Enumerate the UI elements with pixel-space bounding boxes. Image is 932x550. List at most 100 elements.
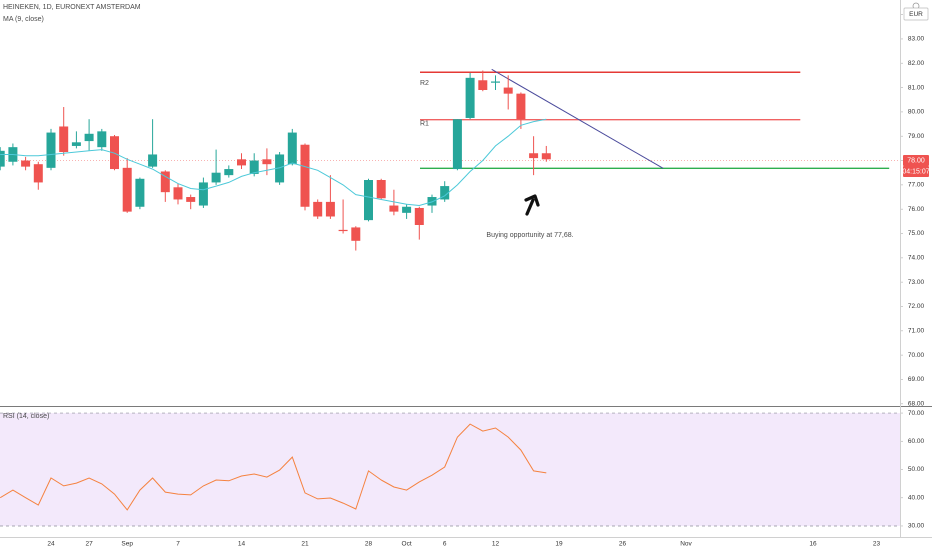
y-tick-label: 69.00	[908, 376, 925, 383]
x-tick-label: 6	[443, 541, 447, 548]
rsi-y-tick-label: 70.00	[908, 410, 925, 417]
candle-body	[262, 159, 272, 165]
candle-body	[173, 187, 183, 200]
y-tick-label: 76.00	[908, 206, 925, 213]
x-tick-label: 21	[301, 541, 309, 548]
rsi-band	[0, 413, 900, 526]
candle-body	[503, 87, 513, 94]
y-tick-label: 79.00	[908, 133, 925, 140]
candle-body	[186, 197, 196, 202]
candle-body	[46, 132, 56, 168]
candle-body	[414, 207, 424, 225]
candle-body	[160, 171, 170, 193]
y-tick-label: 75.00	[908, 230, 925, 237]
level-label: R1	[420, 121, 429, 128]
candle-body	[364, 180, 373, 221]
y-tick-label: 73.00	[908, 279, 925, 286]
candle-body	[300, 144, 310, 207]
ma-legend: MA (9, close)	[3, 16, 44, 23]
y-tick-label: 82.00	[908, 60, 925, 67]
arrow-head	[524, 194, 540, 207]
candle-body	[21, 160, 31, 167]
candle-body	[478, 80, 488, 90]
x-tick-label: 16	[809, 541, 817, 548]
y-tick-label: 71.00	[908, 328, 925, 335]
rsi-y-tick-label: 30.00	[908, 523, 925, 530]
candle-body	[211, 172, 221, 183]
candle-body	[275, 154, 285, 183]
rsi-legend: RSI (14, close)	[3, 413, 49, 420]
y-tick-label: 68.00	[908, 401, 925, 408]
candle-body	[541, 153, 551, 160]
x-tick-label: 26	[619, 541, 627, 548]
y-tick-label: 72.00	[908, 303, 925, 310]
candle-body	[135, 178, 145, 207]
candle-body	[198, 182, 208, 206]
candle-body	[325, 201, 335, 217]
candle-body	[465, 77, 475, 118]
y-tick-label: 74.00	[908, 255, 925, 262]
candle-body	[71, 142, 81, 146]
y-tick-label: 70.00	[908, 352, 925, 359]
candle-body	[376, 180, 386, 199]
countdown: 04:15:07	[902, 169, 929, 176]
x-tick-label: 12	[492, 541, 500, 548]
x-tick-label: 24	[47, 541, 55, 548]
countdown-box	[903, 166, 929, 178]
candle-body	[249, 160, 259, 174]
candle-body	[122, 167, 132, 212]
candle-body	[224, 169, 234, 176]
rsi-y-tick-label: 50.00	[908, 466, 925, 473]
y-tick-label: 77.00	[908, 182, 925, 189]
candle-body	[529, 153, 539, 159]
candle-body	[97, 131, 107, 148]
annotation: Buying opportunity at 77,68.	[486, 232, 573, 239]
symbol-title: HEINEKEN, 1D, EURONEXT AMSTERDAM	[3, 4, 141, 11]
arrow-shaft	[525, 198, 535, 216]
x-tick-label: Sep	[121, 541, 133, 548]
rsi-y-tick-label: 60.00	[908, 438, 925, 445]
y-tick-label: 80.00	[908, 109, 925, 116]
candle-body	[313, 201, 323, 217]
plot-layer: 68.00 69.00 70.00 71.00 72.00 73.00 74.00 75.00…	[0, 11, 930, 548]
x-tick-label: 28	[365, 541, 373, 548]
ma-line	[0, 118, 547, 207]
x-tick-label: 23	[873, 541, 881, 548]
rsi-line	[0, 423, 547, 511]
candle-body	[33, 164, 43, 183]
y-tick-label: 81.00	[908, 84, 925, 91]
last-price-box	[903, 155, 929, 167]
candle-body	[287, 132, 297, 165]
rsi-y-tick-label: 40.00	[908, 494, 925, 501]
arrow-annotation	[524, 194, 540, 216]
x-tick-label: 7	[176, 541, 180, 548]
candle-body	[237, 159, 246, 166]
currency-box[interactable]	[903, 7, 929, 21]
candle-body	[402, 206, 412, 213]
x-tick-label: 27	[85, 541, 93, 548]
last-price-label: 78.00	[907, 158, 925, 165]
x-tick-label: Nov	[680, 541, 692, 548]
candle-body	[516, 93, 526, 120]
level-label: R2	[420, 80, 429, 87]
candle-body	[427, 197, 437, 206]
candle-body	[491, 81, 500, 83]
candle-body	[59, 126, 69, 153]
currency: EUR	[909, 11, 923, 18]
candle-body	[389, 205, 399, 212]
candle-body	[110, 136, 119, 170]
pane-backgrounds	[0, 413, 900, 526]
candle-body	[440, 186, 450, 200]
y-tick-label: 83.00	[908, 36, 925, 43]
x-tick-label: 14	[238, 541, 246, 548]
candle-body	[84, 133, 94, 142]
candle-body	[351, 227, 361, 241]
candle-body	[338, 229, 348, 232]
x-tick-label: 19	[555, 541, 563, 548]
candle-body	[148, 154, 158, 167]
x-tick-label: Oct	[402, 541, 412, 548]
candle-body	[0, 150, 5, 167]
trendline	[491, 68, 664, 169]
candle-body	[452, 119, 462, 170]
